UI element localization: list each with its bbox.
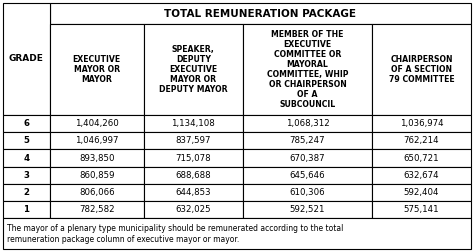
- Bar: [144, 149, 243, 167]
- Bar: [3, 167, 50, 184]
- Text: 782,582: 782,582: [79, 205, 115, 214]
- Text: 6: 6: [23, 119, 29, 128]
- Text: 650,721: 650,721: [404, 153, 439, 163]
- Text: 806,066: 806,066: [79, 188, 115, 197]
- Bar: [3, 3, 50, 115]
- Text: 632,674: 632,674: [404, 171, 439, 180]
- Bar: [144, 132, 243, 149]
- Bar: [243, 149, 372, 167]
- Bar: [243, 115, 372, 132]
- Text: 575,141: 575,141: [404, 205, 439, 214]
- Bar: [144, 167, 243, 184]
- Bar: [372, 167, 471, 184]
- Text: 4: 4: [23, 153, 29, 163]
- Bar: [372, 24, 471, 115]
- Bar: [243, 24, 372, 115]
- Bar: [50, 132, 144, 149]
- Bar: [144, 184, 243, 201]
- Text: 893,850: 893,850: [79, 153, 114, 163]
- Bar: [3, 132, 50, 149]
- Bar: [50, 115, 144, 132]
- Bar: [372, 184, 471, 201]
- Bar: [243, 132, 372, 149]
- Bar: [243, 201, 372, 218]
- Bar: [144, 201, 243, 218]
- Bar: [3, 218, 471, 249]
- Text: 5: 5: [23, 136, 29, 145]
- Text: SPEAKER,
DEPUTY
EXECUTIVE
MAYOR OR
DEPUTY MAYOR: SPEAKER, DEPUTY EXECUTIVE MAYOR OR DEPUT…: [159, 45, 228, 94]
- Text: 670,387: 670,387: [290, 153, 325, 163]
- Text: MEMBER OF THE
EXECUTIVE
COMMITTEE OR
MAYORAL
COMMITTEE, WHIP
OR CHAIRPERSON
OF A: MEMBER OF THE EXECUTIVE COMMITTEE OR MAY…: [267, 30, 348, 109]
- Text: 785,247: 785,247: [290, 136, 325, 145]
- Bar: [372, 201, 471, 218]
- Text: 762,214: 762,214: [404, 136, 439, 145]
- Text: 644,853: 644,853: [175, 188, 211, 197]
- Bar: [50, 184, 144, 201]
- Bar: [50, 149, 144, 167]
- Text: 1: 1: [23, 205, 29, 214]
- Bar: [372, 132, 471, 149]
- Bar: [50, 167, 144, 184]
- Bar: [3, 115, 50, 132]
- Text: 645,646: 645,646: [290, 171, 325, 180]
- Bar: [3, 149, 50, 167]
- Text: 860,859: 860,859: [79, 171, 114, 180]
- Text: 2: 2: [23, 188, 29, 197]
- Text: GRADE: GRADE: [9, 54, 44, 64]
- Text: TOTAL REMUNERATION PACKAGE: TOTAL REMUNERATION PACKAGE: [164, 9, 356, 19]
- Bar: [144, 24, 243, 115]
- Bar: [50, 3, 471, 24]
- Bar: [3, 201, 50, 218]
- Text: 592,521: 592,521: [290, 205, 325, 214]
- Text: 1,068,312: 1,068,312: [285, 119, 329, 128]
- Text: EXECUTIVE
MAYOR OR
MAYOR: EXECUTIVE MAYOR OR MAYOR: [73, 55, 121, 84]
- Text: 715,078: 715,078: [175, 153, 211, 163]
- Bar: [372, 115, 471, 132]
- Bar: [144, 115, 243, 132]
- Bar: [3, 184, 50, 201]
- Text: 592,404: 592,404: [404, 188, 439, 197]
- Text: 1,046,997: 1,046,997: [75, 136, 118, 145]
- Bar: [243, 184, 372, 201]
- Text: The mayor of a plenary type municipality should be remunerated according to the : The mayor of a plenary type municipality…: [7, 224, 343, 244]
- Text: 1,036,974: 1,036,974: [400, 119, 443, 128]
- Text: 688,688: 688,688: [175, 171, 211, 180]
- Bar: [50, 24, 144, 115]
- Bar: [243, 167, 372, 184]
- Text: 632,025: 632,025: [175, 205, 211, 214]
- Text: 3: 3: [23, 171, 29, 180]
- Text: 610,306: 610,306: [290, 188, 325, 197]
- Text: 1,134,108: 1,134,108: [172, 119, 215, 128]
- Bar: [50, 201, 144, 218]
- Text: 1,404,260: 1,404,260: [75, 119, 118, 128]
- Text: CHAIRPERSON
OF A SECTION
79 COMMITTEE: CHAIRPERSON OF A SECTION 79 COMMITTEE: [389, 55, 454, 84]
- Text: 837,597: 837,597: [176, 136, 211, 145]
- Bar: [372, 149, 471, 167]
